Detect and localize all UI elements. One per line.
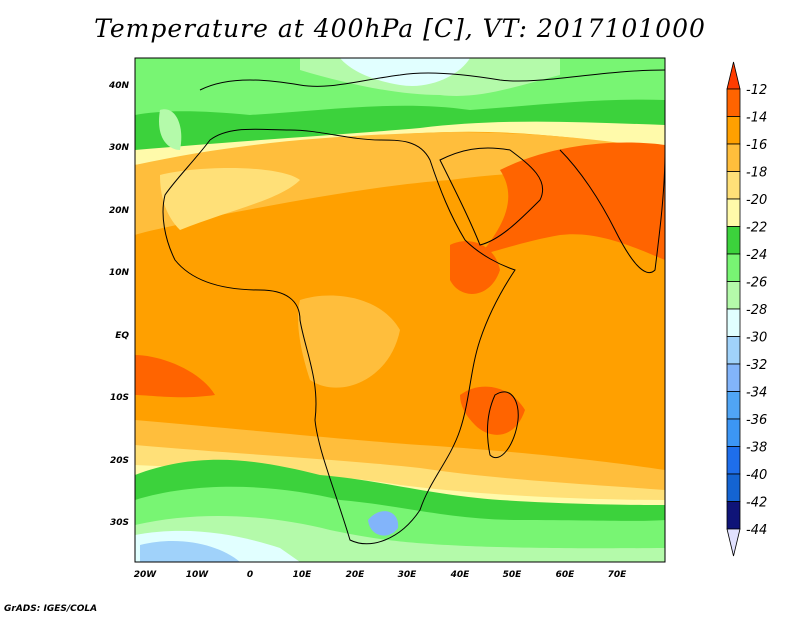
band-minus-28b <box>159 109 182 150</box>
colorbar-box <box>726 308 741 337</box>
colorbar-label: -12 <box>746 83 767 98</box>
colorbar-label: -16 <box>746 138 767 153</box>
colorbar-label: -32 <box>746 358 767 373</box>
colorbar-box <box>726 501 741 530</box>
lat-tick-label: 30N <box>109 143 130 153</box>
colorbar-box <box>726 226 741 255</box>
credit-text: GrADS: IGES/COLA <box>4 604 98 614</box>
colorbar-label: -36 <box>746 413 767 428</box>
colorbar-box <box>726 116 741 145</box>
colorbar-label: -42 <box>746 496 767 511</box>
colorbar-label: -40 <box>746 468 767 483</box>
colorbar-label: -14 <box>746 111 767 126</box>
band-minus-32-south <box>140 541 240 562</box>
lat-tick-label: 20S <box>110 456 129 466</box>
band-minus-14-arabia <box>480 142 665 260</box>
lon-tick-label: 10E <box>293 570 313 580</box>
lat-tick-label: 30S <box>110 518 129 528</box>
europe-coastline <box>199 69 665 91</box>
colorbar-box <box>726 171 741 200</box>
lat-axis: 40N 30N 20N 10N EQ 10S 20S 30S <box>108 81 130 528</box>
lon-tick-label: 50E <box>503 570 523 580</box>
band-minus-14-madagascar <box>460 386 525 435</box>
colorbar-box <box>726 143 741 172</box>
colorbar-label: -34 <box>746 386 767 401</box>
colorbar-label: -28 <box>746 303 767 318</box>
colorbar-label: -22 <box>746 221 767 236</box>
colorbar-label: -44 <box>746 523 767 538</box>
colorbar-box <box>726 391 741 420</box>
colorbar-label: -26 <box>746 276 767 291</box>
colorbar-label: -30 <box>746 331 767 346</box>
lon-tick-label: 60E <box>556 570 576 580</box>
lon-axis: 20W 10W 0 10E 20E 30E 40E 50E 60E 70E <box>134 570 627 580</box>
lat-tick-label: 10N <box>109 268 130 278</box>
lat-tick-label: 40N <box>108 81 130 91</box>
arabia-coastline <box>439 147 544 246</box>
lon-tick-label: 20E <box>346 570 366 580</box>
band-minus-14-horn <box>450 241 500 294</box>
colorbar-box <box>726 446 741 475</box>
band-minus-34-lesotho <box>368 511 399 536</box>
colorbar-arrow-top <box>726 61 741 90</box>
band-minus-14-atlantic <box>135 355 215 398</box>
colorbar-label: -18 <box>746 166 767 181</box>
colorbar-box <box>726 336 741 365</box>
map-frame <box>134 57 666 563</box>
lon-tick-label: 30E <box>398 570 418 580</box>
colorbar-box <box>726 198 741 227</box>
africa-coastline <box>162 128 516 545</box>
colorbar-box <box>726 281 741 310</box>
colorbar-box <box>726 363 741 392</box>
india-coastline <box>559 149 665 273</box>
colorbar-label: -24 <box>746 248 767 263</box>
band-minus-16-congo <box>298 295 400 388</box>
colorbar: -12 -14 -16 -18 -20 -22 -24 -26 -28 -30 -32 -34 -36 -… <box>726 61 767 557</box>
chart-title: Temperature at 400hPa [C], VT: 201710100… <box>94 14 706 43</box>
lat-tick-label: 10S <box>110 393 129 403</box>
colorbar-label: -38 <box>746 441 767 456</box>
colorbar-label: -20 <box>746 193 767 208</box>
colorbar-box <box>726 253 741 282</box>
colorbar-arrow-bottom <box>726 528 741 557</box>
lat-tick-label: EQ <box>115 331 129 341</box>
lon-tick-label: 40E <box>450 570 471 580</box>
band-minus-18 <box>160 168 300 230</box>
temperature-field <box>135 58 665 562</box>
madagascar-coastline <box>487 391 519 458</box>
colorbar-box <box>726 418 741 447</box>
lon-tick-label: 20W <box>134 570 158 580</box>
lon-tick-label: 10W <box>186 570 210 580</box>
lon-tick-label: 70E <box>608 570 628 580</box>
lon-tick-label: 0 <box>247 570 253 580</box>
colorbar-box <box>726 88 741 117</box>
band-minus-30 <box>340 58 470 86</box>
colorbar-box <box>726 473 741 502</box>
lat-tick-label: 20N <box>109 206 130 216</box>
